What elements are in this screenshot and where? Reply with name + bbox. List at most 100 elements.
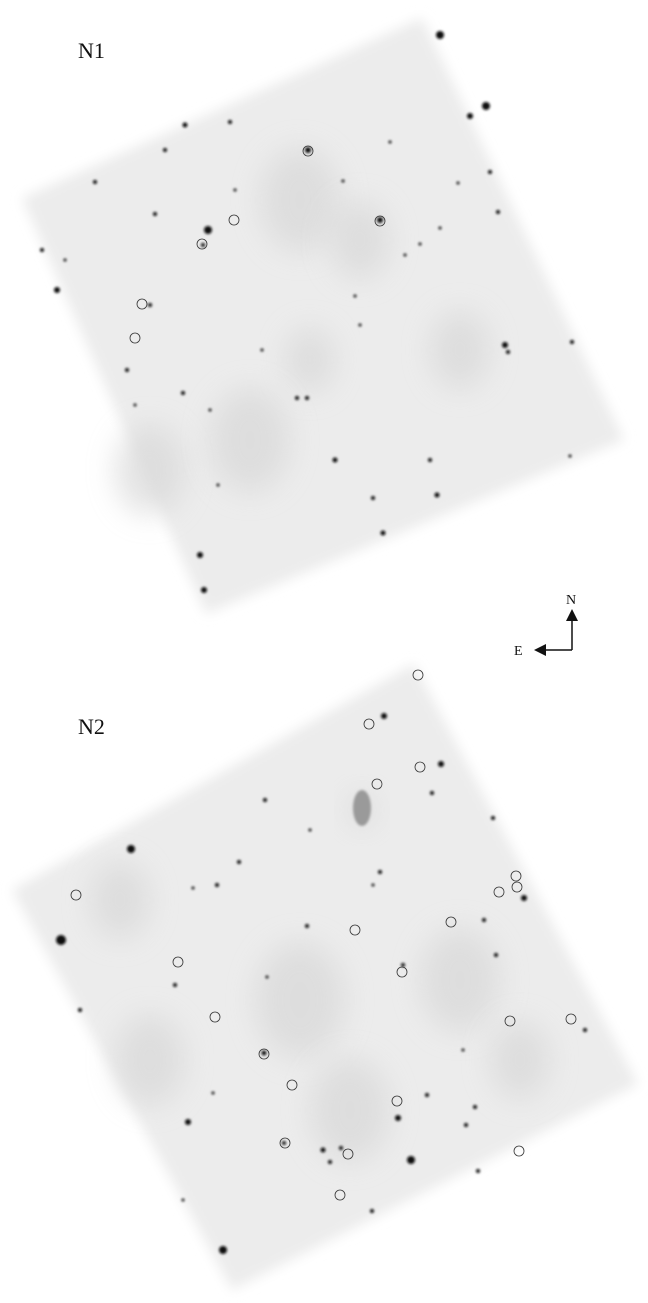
star — [228, 120, 232, 124]
blot — [210, 388, 290, 492]
star — [457, 182, 460, 185]
star — [462, 1049, 465, 1052]
star — [377, 217, 383, 223]
star — [494, 953, 498, 957]
blot — [430, 311, 490, 389]
star — [339, 1146, 343, 1150]
star — [173, 983, 177, 987]
star — [183, 123, 188, 128]
star — [371, 496, 375, 500]
star — [219, 1246, 227, 1254]
star — [425, 1093, 429, 1097]
star — [148, 303, 152, 307]
star — [127, 845, 135, 853]
star — [370, 1209, 374, 1213]
compass-north: N — [566, 593, 576, 608]
star — [328, 1160, 332, 1164]
star — [185, 1119, 191, 1125]
star — [64, 259, 67, 262]
field-n1 — [22, 18, 624, 614]
figure: N1 N2 N E — [0, 0, 648, 1303]
blot — [330, 201, 390, 279]
star — [305, 924, 309, 928]
panel-label: N2 — [78, 714, 105, 739]
compass: N E — [514, 593, 576, 659]
star — [78, 1008, 82, 1012]
star — [93, 180, 97, 184]
star — [473, 1105, 477, 1109]
star — [134, 404, 137, 407]
star — [56, 935, 66, 945]
star — [583, 1028, 587, 1032]
star — [570, 340, 574, 344]
star — [419, 243, 422, 246]
star — [234, 189, 237, 192]
star — [476, 1169, 480, 1173]
star — [482, 918, 486, 922]
star — [389, 141, 392, 144]
star — [182, 1199, 185, 1202]
star — [192, 887, 195, 890]
star — [404, 254, 407, 257]
star — [266, 976, 269, 979]
blot — [285, 328, 335, 393]
star — [342, 180, 345, 183]
star — [201, 243, 205, 247]
star — [488, 170, 492, 174]
star — [464, 1123, 468, 1127]
star — [395, 1115, 401, 1121]
compass-east: E — [514, 644, 523, 659]
star — [305, 147, 311, 153]
star — [209, 409, 212, 412]
star — [212, 1092, 215, 1095]
star — [430, 791, 434, 795]
star — [482, 102, 490, 110]
star — [305, 396, 309, 400]
star — [521, 895, 527, 901]
star — [506, 350, 510, 354]
star — [435, 493, 440, 498]
star — [333, 458, 338, 463]
star — [54, 287, 60, 293]
star — [359, 324, 362, 327]
star — [496, 210, 500, 214]
star — [439, 227, 442, 230]
star — [237, 860, 241, 864]
star — [153, 212, 157, 216]
star — [125, 368, 129, 372]
star — [502, 342, 508, 348]
star — [262, 1051, 267, 1056]
star — [40, 248, 44, 252]
star — [321, 1148, 326, 1153]
star — [354, 295, 357, 298]
star — [378, 870, 382, 874]
star — [201, 587, 207, 593]
star — [295, 396, 299, 400]
star — [163, 148, 167, 152]
star — [263, 798, 267, 802]
star — [309, 829, 312, 832]
star — [401, 963, 405, 967]
blot — [90, 861, 150, 939]
star — [282, 1141, 286, 1145]
star — [181, 391, 185, 395]
blot — [490, 1021, 550, 1099]
star — [372, 884, 375, 887]
star — [197, 552, 203, 558]
star — [428, 458, 432, 462]
blot — [260, 148, 340, 252]
blot — [310, 1058, 390, 1162]
blot — [115, 1015, 185, 1106]
blot — [353, 790, 371, 826]
blot — [115, 425, 185, 516]
star — [407, 1156, 415, 1164]
marker-circle — [514, 1146, 524, 1156]
star — [217, 484, 220, 487]
star — [467, 113, 473, 119]
blot — [420, 928, 500, 1032]
star — [381, 713, 387, 719]
star — [491, 816, 495, 820]
star — [436, 31, 444, 39]
star — [261, 349, 264, 352]
star — [569, 455, 572, 458]
